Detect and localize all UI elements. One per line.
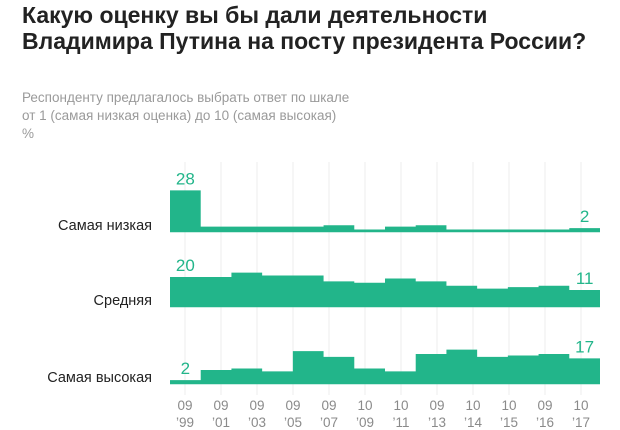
series-1-data-label: 28 [176, 169, 195, 188]
x-tick-month: 10 [393, 398, 408, 413]
series-2-step [354, 283, 385, 306]
series-3-step [354, 369, 385, 384]
x-tick-month: 10 [357, 398, 372, 413]
x-tick-month: 10 [465, 398, 480, 413]
x-tick-month: 09 [213, 398, 228, 413]
series-1-data-label: 2 [580, 207, 589, 226]
series-1-step [201, 227, 232, 231]
series-2-name: Средняя [94, 293, 152, 309]
series-3-step [231, 369, 262, 384]
series-2-data-label: 20 [176, 256, 195, 275]
x-tick-year: ’11 [392, 415, 409, 430]
x-tick-year: ’05 [284, 415, 302, 430]
chart-title: Какую оценку вы бы дали деятельности Вла… [22, 2, 587, 54]
series-3-step [324, 357, 355, 383]
x-tick-month: 09 [285, 398, 300, 413]
series-3-step [477, 357, 508, 383]
unit-label: % [22, 126, 35, 141]
series-2-step [324, 281, 355, 306]
series-2-step [201, 277, 232, 306]
x-tick-month: 09 [429, 398, 444, 413]
series-1-step [385, 227, 416, 231]
series-3-data-label: 2 [181, 359, 190, 378]
x-tick-month: 09 [537, 398, 552, 413]
series-3-step [293, 351, 324, 383]
series-2-step [262, 276, 293, 306]
series-2-data-label: 11 [576, 269, 594, 288]
series-2-step [293, 276, 324, 306]
series-3-name: Самая высокая [47, 370, 152, 386]
series-3-area [170, 349, 600, 383]
series-3-step [446, 350, 477, 383]
series-1-area [170, 190, 600, 231]
series-1-step [569, 228, 600, 231]
x-tick-year: ’14 [464, 415, 483, 430]
series-3-step [569, 358, 600, 383]
series-1-step [231, 227, 262, 231]
x-tick-month: 09 [321, 398, 336, 413]
series-3-step [170, 380, 201, 383]
series-2-step [385, 278, 416, 306]
series-2-step [508, 287, 539, 306]
series-1-step [170, 190, 201, 231]
chart-subtitle: Респонденту предлагалось выбрать ответ п… [22, 89, 582, 143]
x-tick-year: ’09 [356, 415, 374, 430]
series-1-name: Самая низкая [58, 218, 152, 234]
x-tick-month: 10 [501, 398, 516, 413]
series-2-step [231, 273, 262, 306]
series-3-step [508, 355, 539, 383]
x-tick-year: ’16 [536, 415, 554, 430]
series-1-step [293, 227, 324, 231]
series-3-step [201, 370, 232, 383]
x-tick-year: ’07 [320, 415, 338, 430]
series-1-step [262, 227, 293, 231]
series-3-step [262, 371, 293, 383]
series-2-step [569, 290, 600, 306]
x-tick-year: ’15 [500, 415, 518, 430]
subtitle-line-1: Респонденту предлагалось выбрать ответ п… [22, 90, 350, 105]
series-2-step [446, 286, 477, 306]
series-2-area [170, 272, 600, 306]
x-tick-year: ’01 [212, 415, 230, 430]
x-tick-year: ’99 [176, 415, 194, 430]
series-2-step [477, 289, 508, 306]
x-tick-year: ’17 [572, 415, 590, 430]
series-1-step [416, 225, 447, 231]
x-tick-year: ’03 [248, 415, 266, 430]
subtitle-line-2: от 1 (самая низкая оценка) до 10 (самая … [22, 108, 337, 123]
x-tick-month: 09 [177, 398, 192, 413]
series-2-step [416, 281, 447, 306]
series-3-step [416, 354, 447, 383]
series-2-step [539, 286, 570, 306]
series-3-step [385, 371, 416, 383]
x-tick-month: 09 [249, 398, 264, 413]
x-tick-month: 10 [573, 398, 588, 413]
series-2-step [170, 277, 201, 306]
series-3-data-label: 17 [575, 337, 594, 356]
x-tick-year: ’13 [428, 415, 446, 430]
series-3-step [539, 354, 570, 383]
series-1-step [324, 225, 355, 231]
